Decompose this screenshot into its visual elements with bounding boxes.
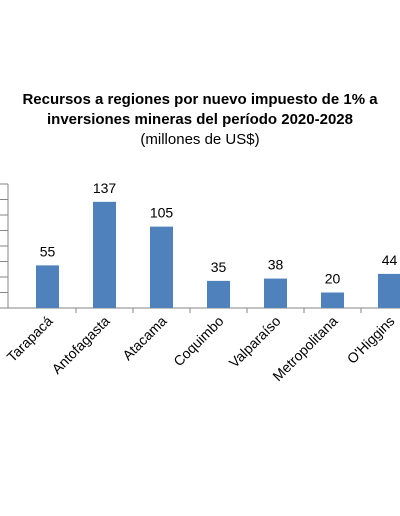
bar-3 (207, 280, 230, 308)
data-label-4: 38 (268, 257, 284, 273)
data-label-6: 44 (382, 252, 398, 268)
data-label-0: 55 (40, 243, 56, 259)
category-label-6: O'Higgins (344, 313, 398, 367)
category-label-3: Coquimbo (170, 313, 227, 370)
bar-1 (93, 201, 116, 308)
chart-subtitle: (millones de US$) (140, 131, 260, 148)
data-label-1: 137 (93, 180, 117, 196)
chart-title-block: Recursos a regiones por nuevo impuesto d… (0, 90, 400, 150)
bar-4 (264, 278, 287, 308)
category-label-2: Atacama (119, 313, 170, 364)
bar-6 (378, 273, 400, 308)
category-label-0: Tarapacá (4, 313, 56, 365)
category-label-4: Valparaíso (226, 313, 284, 371)
bar-5 (321, 292, 344, 308)
chart-title-line-2: inversiones mineras del período 2020-202… (47, 111, 353, 128)
category-label-1: Antofagasta (48, 313, 112, 377)
data-label-3: 35 (211, 259, 227, 275)
data-label-5: 20 (325, 271, 341, 287)
bar-0 (36, 265, 59, 308)
data-label-2: 105 (150, 205, 174, 221)
bar-2 (150, 226, 173, 308)
chart-title-line-1: Recursos a regiones por nuevo impuesto d… (22, 91, 378, 108)
